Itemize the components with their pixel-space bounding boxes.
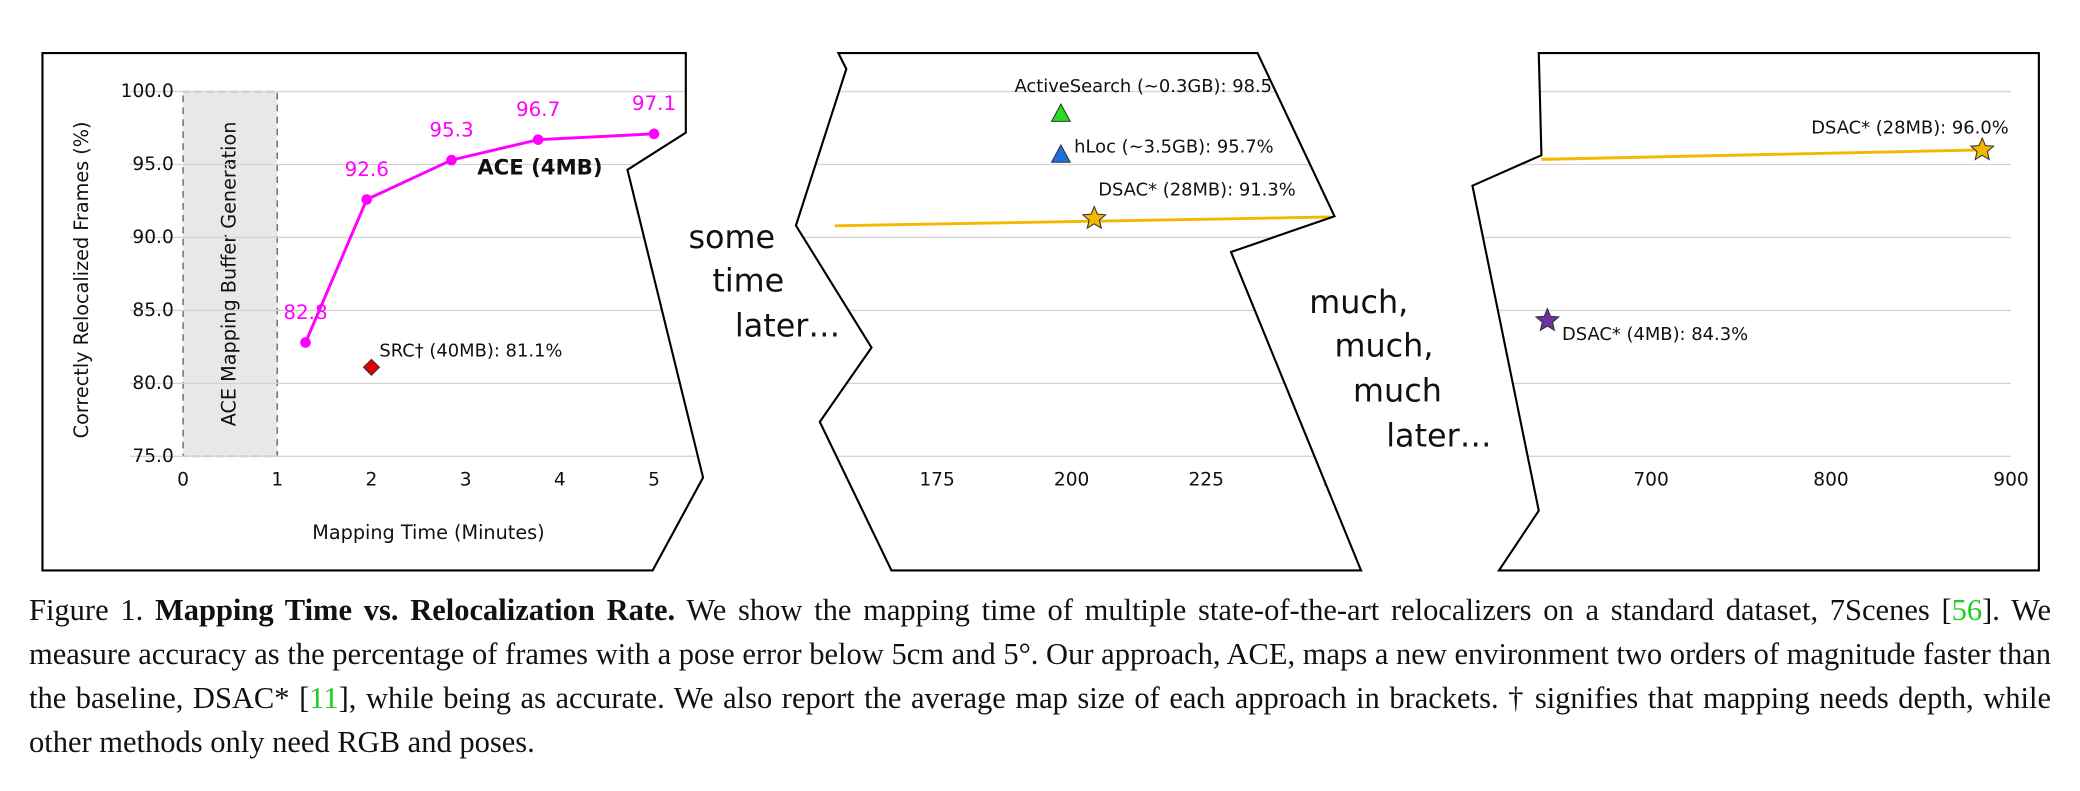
diamond-marker xyxy=(362,358,381,377)
x-tick-label: 200 xyxy=(1054,470,1089,491)
citation: 11 xyxy=(309,681,339,715)
point xyxy=(532,134,544,145)
point-label: SRC† (40MB): 81.1% xyxy=(379,340,562,361)
interlude-text: much, xyxy=(1334,327,1433,365)
point xyxy=(446,154,457,166)
point-label: ActiveSearch (~0.3GB): 98.5% xyxy=(1014,76,1289,97)
triangle-marker xyxy=(1050,143,1072,163)
interlude-text: later… xyxy=(1386,417,1491,455)
data-label: 82.8 xyxy=(283,301,327,324)
interludes: some time later… much, much, much later… xyxy=(688,218,1491,455)
y-tick-label: 80.0 xyxy=(132,373,173,394)
mapping-region xyxy=(182,90,279,458)
data-label: 95.3 xyxy=(429,118,473,141)
y-tick-label: 95.0 xyxy=(132,154,173,175)
interlude-text: later… xyxy=(735,307,840,345)
interlude-text: much xyxy=(1353,372,1442,410)
star-marker xyxy=(1534,307,1561,332)
star-marker xyxy=(1081,205,1107,230)
point-label: DSAC* (28MB): 96.0% xyxy=(1811,118,2008,139)
point xyxy=(300,337,311,348)
x-tick-label: 900 xyxy=(1993,470,2028,491)
panel-border xyxy=(41,51,705,572)
x-tick-label: 250 xyxy=(1323,470,1358,491)
point-label: DSAC* (28MB): 91.3% xyxy=(1098,180,1296,201)
point-label: hLoc (~3.5GB): 95.7% xyxy=(1074,137,1274,158)
panel-border xyxy=(794,51,1363,572)
trend-line xyxy=(834,215,1331,228)
panel: ACE Mapping Buffer Generation 0 1 2 3 4 5 82.8 9… xyxy=(130,90,702,491)
x-tick-label: 5 xyxy=(648,470,660,491)
x-tick-label: 800 xyxy=(1813,470,1848,491)
x-tick-label: 1 xyxy=(271,470,283,491)
y-tick-label: 75.0 xyxy=(132,446,173,467)
interlude-text: time xyxy=(712,262,784,300)
data-label: 96.7 xyxy=(516,98,560,121)
point-label: DSAC* (4MB): 84.3% xyxy=(1562,324,1748,345)
x-tick-label: 225 xyxy=(1188,470,1223,491)
x-tick-label: 700 xyxy=(1633,470,1668,491)
caption: Figure 1. Mapping Time vs. Relocalizatio… xyxy=(29,588,2051,764)
panel-border xyxy=(1471,51,2040,572)
x-tick-label: 4 xyxy=(554,470,566,491)
caption-text: We show the mapping time of multiple sta… xyxy=(686,593,1952,627)
caption-text: ], while being as accurate. We also repo… xyxy=(29,681,2051,759)
interlude-text: much, xyxy=(1309,283,1408,321)
panel: 700 800 900 DSAC* (28MB): 96.0% DSAC* (4MB):… xyxy=(1472,90,2029,491)
caption-title: Mapping Time vs. Relocalization Rate. xyxy=(154,593,676,627)
panel: 175 200 225 250 ActiveSearch (~0.3GB): 98.5%… xyxy=(795,76,1362,491)
x-tick-label: 2 xyxy=(366,470,378,491)
data-label: 92.6 xyxy=(345,158,389,181)
x-tick-label: 0 xyxy=(177,470,189,491)
trend-line xyxy=(1541,148,1983,161)
y-tick-label: 85.0 xyxy=(132,300,173,321)
x-tick-label: 3 xyxy=(460,470,472,491)
x-tick-label: 175 xyxy=(919,470,954,491)
series-annotation: ACE (4MB) xyxy=(477,155,602,180)
caption-text: ]. We measure accuracy as the percentage… xyxy=(29,593,2051,715)
point xyxy=(361,194,373,205)
y-tick-label: 90.0 xyxy=(132,227,173,248)
y-tick-label: 100.0 xyxy=(121,81,174,102)
region-label: ACE Mapping Buffer Generation xyxy=(218,122,241,427)
x-axis-label: Mapping Time (Minutes) xyxy=(312,521,544,544)
triangle-marker xyxy=(1050,103,1072,122)
interlude-text: some xyxy=(688,218,775,256)
y-axis-label: Correctly Relocalized Frames (%) xyxy=(70,121,93,438)
citation: 56 xyxy=(1951,593,1983,627)
star-marker xyxy=(1969,136,1995,161)
point xyxy=(648,128,660,140)
data-label: 97.1 xyxy=(632,92,676,115)
caption-label: Figure 1. xyxy=(29,593,144,627)
